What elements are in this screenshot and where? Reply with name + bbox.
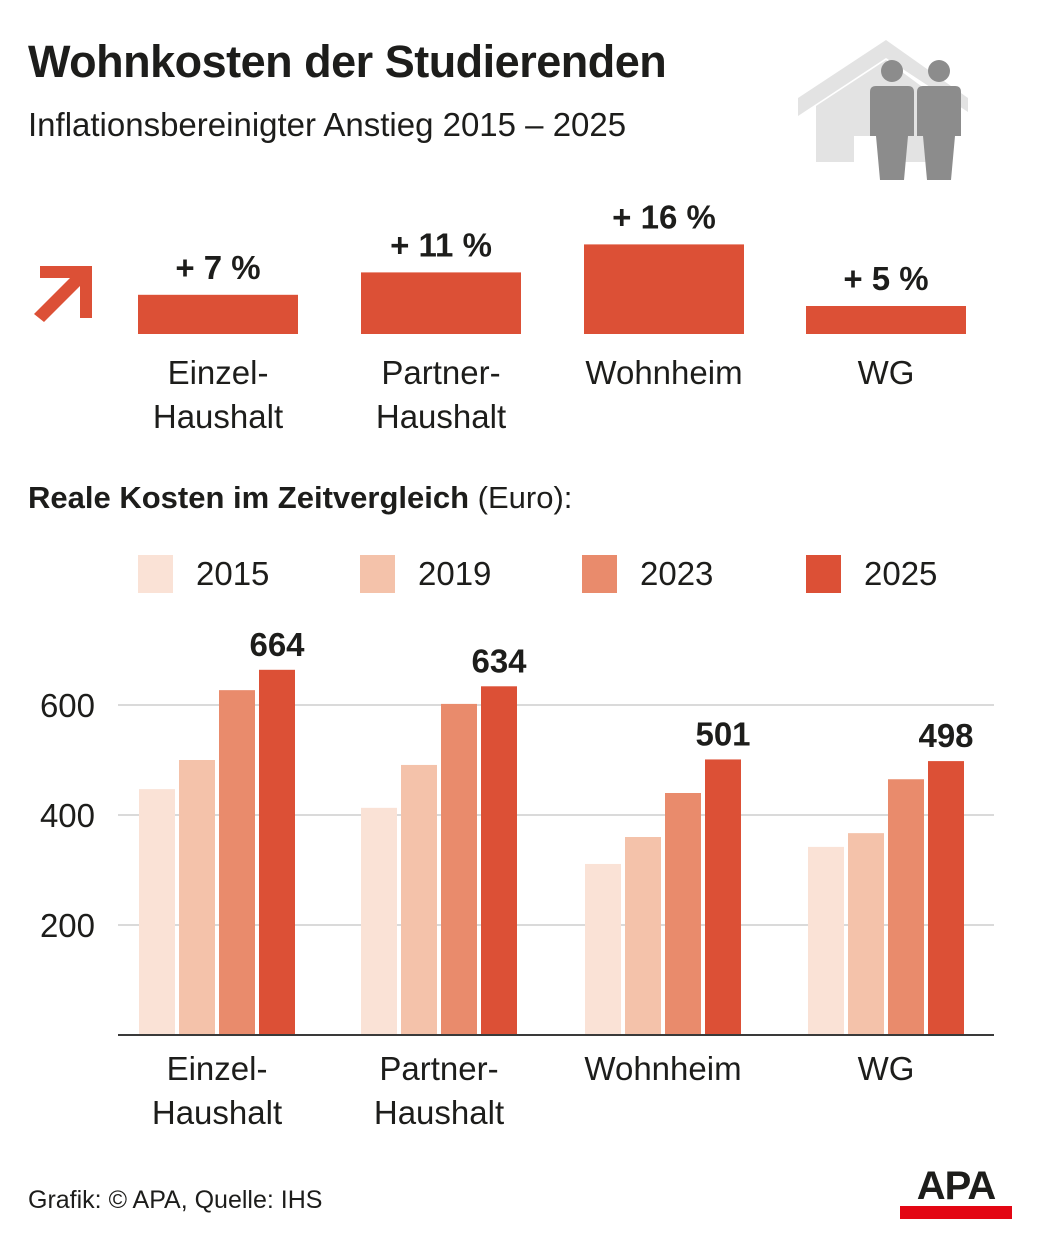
arrow-up-right-icon — [34, 266, 92, 322]
bar-2015 — [808, 846, 844, 1035]
bar-2025 — [705, 759, 741, 1035]
x-category-label: WG — [858, 1050, 915, 1087]
y-tick-label: 600 — [40, 687, 95, 724]
y-tick-label: 200 — [40, 907, 95, 944]
legend-swatch — [806, 555, 841, 593]
apa-logo: APA — [900, 1164, 1012, 1220]
increase-category-label: WG — [858, 354, 915, 391]
source-credit: Grafik: © APA, Quelle: IHS — [28, 1186, 323, 1214]
increase-value-label: + 11 % — [390, 226, 492, 263]
section-title: Reale Kosten im Zeitvergleich (Euro): — [28, 480, 572, 516]
section-title-unit: (Euro): — [477, 480, 573, 515]
person-icon — [870, 60, 914, 180]
increase-category-label: Partner-Haushalt — [376, 354, 506, 435]
increase-bar — [806, 306, 966, 334]
data-label: 501 — [695, 715, 750, 752]
bar-2025 — [259, 669, 295, 1035]
house-with-people-icon — [798, 40, 968, 180]
page-subtitle: Inflationsbereinigter Anstieg 2015 – 202… — [28, 106, 627, 143]
bar-2023 — [441, 703, 477, 1035]
bar-2015 — [139, 789, 175, 1035]
bar-2015 — [585, 863, 621, 1035]
legend-swatch — [138, 555, 173, 593]
apa-logo-text: APA — [916, 1164, 996, 1208]
y-tick-label: 400 — [40, 797, 95, 834]
apa-logo-bar — [900, 1206, 1012, 1219]
bar-2015 — [361, 807, 397, 1035]
bar-2019 — [401, 764, 437, 1035]
bar-2025 — [481, 686, 517, 1035]
bar-2023 — [888, 779, 924, 1035]
page-title: Wohnkosten der Studierenden — [28, 36, 667, 87]
legend-swatch — [582, 555, 617, 593]
increase-bar — [138, 294, 298, 334]
increase-category-label: Wohnheim — [585, 354, 742, 391]
increase-category-label: Einzel-Haushalt — [153, 354, 283, 435]
data-label: 664 — [249, 626, 305, 663]
bar-2019 — [179, 760, 215, 1035]
bar-2025 — [928, 761, 964, 1035]
bar-2019 — [848, 833, 884, 1035]
increase-value-label: + 16 % — [612, 198, 716, 235]
data-label: 498 — [918, 717, 973, 754]
data-label: 634 — [471, 642, 527, 679]
legend-item-2023: 2023 — [582, 552, 713, 596]
legend-swatch — [360, 555, 395, 593]
bar-2023 — [219, 690, 255, 1035]
legend-label: 2019 — [418, 555, 492, 592]
increase-bar — [584, 244, 744, 334]
legend: 2015 2019 2023 2025 — [0, 552, 1039, 596]
x-category-label: Einzel-Haushalt — [152, 1050, 282, 1131]
section-title-bold: Reale Kosten im Zeitvergleich — [28, 480, 470, 515]
legend-label: 2015 — [196, 555, 270, 592]
x-category-label: Wohnheim — [584, 1050, 741, 1087]
increase-value-label: + 7 % — [175, 249, 260, 286]
legend-item-2015: 2015 — [138, 552, 269, 596]
increase-bar — [361, 272, 521, 334]
x-category-label: Partner-Haushalt — [374, 1050, 504, 1131]
legend-item-2025: 2025 — [806, 552, 937, 596]
person-icon — [917, 60, 961, 180]
legend-item-2019: 2019 — [360, 552, 491, 596]
legend-label: 2025 — [864, 555, 938, 592]
legend-label: 2023 — [640, 555, 714, 592]
bar-2023 — [665, 793, 701, 1035]
bar-2019 — [625, 837, 661, 1035]
increase-value-label: + 5 % — [843, 260, 928, 297]
